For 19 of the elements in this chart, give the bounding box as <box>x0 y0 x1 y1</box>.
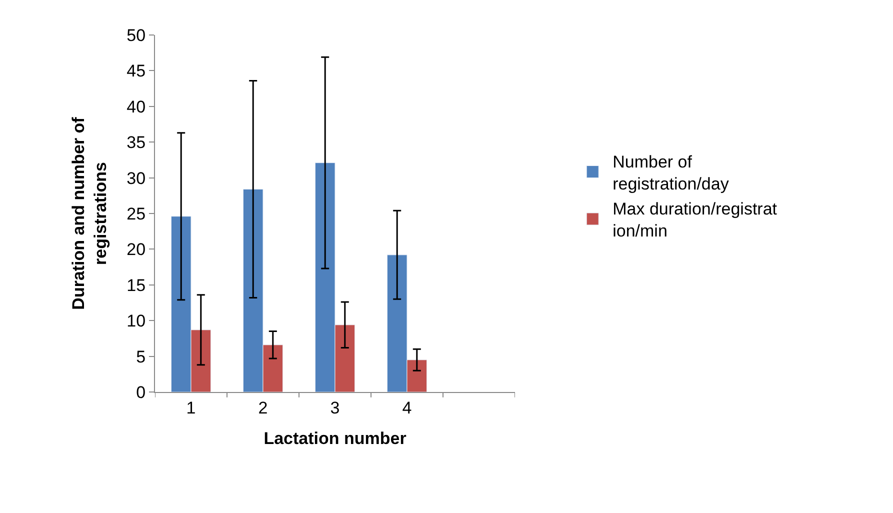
y-tick-label: 0 <box>136 382 146 402</box>
x-tick-label: 4 <box>402 398 412 418</box>
y-tick-label: 50 <box>126 26 146 45</box>
x-axis-title: Lactation number <box>264 428 407 448</box>
x-tick-label: 2 <box>258 398 268 418</box>
y-tick-label: 40 <box>126 97 146 116</box>
x-tick-label: 1 <box>186 398 196 418</box>
y-axis-title: Duration and number of registrations <box>69 116 110 310</box>
y-tick-label: 30 <box>126 168 146 188</box>
y-tick-label: 35 <box>126 133 146 152</box>
y-tick-label: 20 <box>126 240 146 260</box>
y-tick-label: 5 <box>136 347 146 366</box>
y-tick-label: 10 <box>126 312 146 331</box>
legend-label: Max duration/registration/min <box>612 200 778 241</box>
y-tick-label: 45 <box>126 62 146 81</box>
y-tick-label: 15 <box>126 276 146 295</box>
x-tick-label: 3 <box>330 398 340 418</box>
legend-label: Number of registration/day <box>612 152 730 194</box>
y-tick-label: 25 <box>126 204 146 224</box>
